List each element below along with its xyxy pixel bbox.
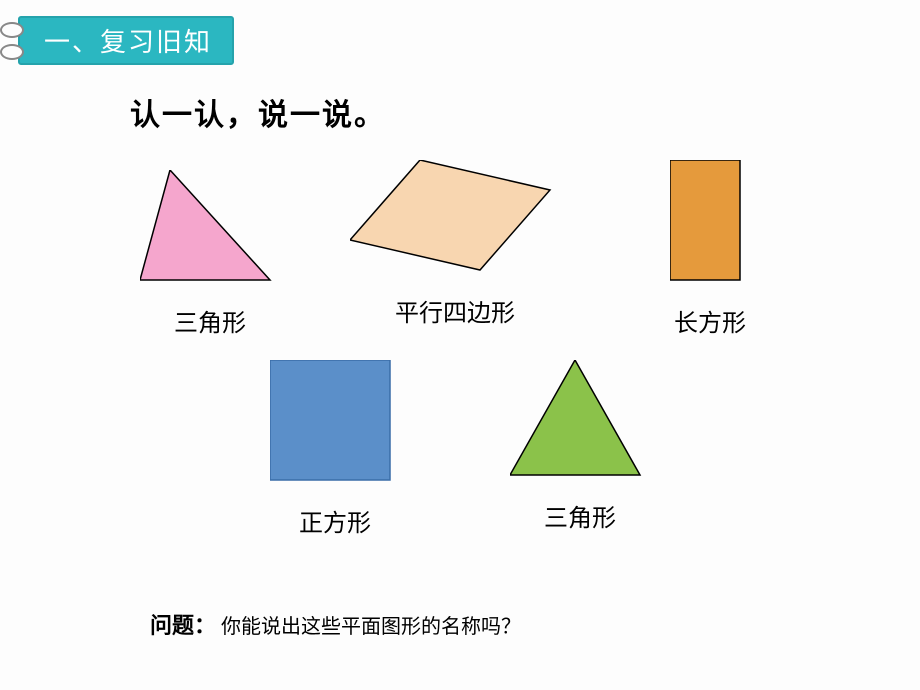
triangle-icon [140,170,280,290]
shape-rectangle: 长方形 [670,160,750,338]
shape-label: 三角形 [140,303,280,338]
page-title: 认一认，说一说。 [130,90,386,134]
header-tab: 一、复习旧知 [0,16,234,65]
shape-square: 正方形 [270,360,400,538]
rectangle-icon [670,160,750,290]
parallelogram-icon [350,160,560,280]
ring-icon [0,44,24,60]
question-line: 问题： 你能说出这些平面图形的名称吗？ [150,608,521,640]
shape-parallelogram: 平行四边形 [350,160,560,328]
shape-label: 平行四边形 [350,293,560,328]
shape-label: 正方形 [270,503,400,538]
question-text: 你能说出这些平面图形的名称吗？ [221,616,521,638]
square-icon [270,360,400,490]
section-tab: 一、复习旧知 [18,16,234,65]
question-label: 问题： [150,613,216,638]
shape-triangle-green: 三角形 [510,360,650,533]
binder-rings [0,22,24,60]
ring-icon [0,22,24,38]
shape-label: 长方形 [670,303,750,338]
triangle-icon [510,360,650,485]
shapes-area: 三角形 平行四边形 长方形 正方形 三角形 [100,160,840,560]
shape-label: 三角形 [510,498,650,533]
shape-triangle-pink: 三角形 [140,170,280,338]
